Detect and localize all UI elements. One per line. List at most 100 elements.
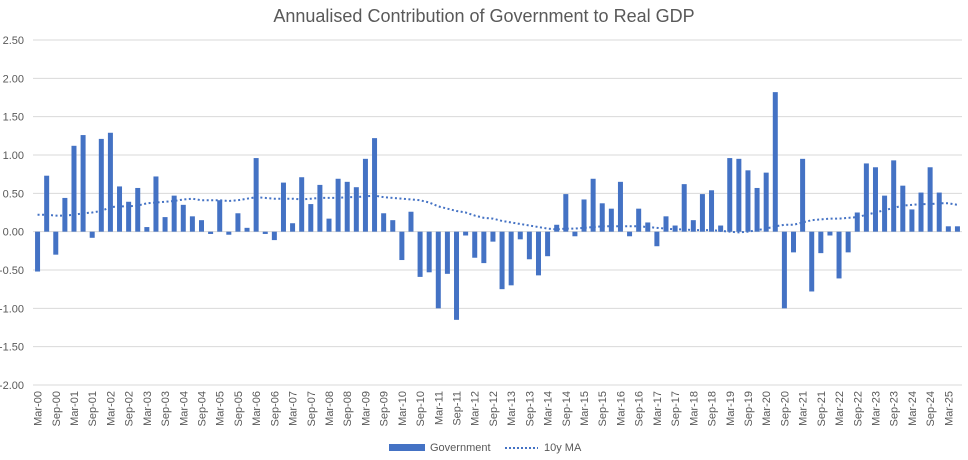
bar-government bbox=[872, 167, 878, 232]
bar-government bbox=[818, 231, 824, 254]
legend: Government 10y MA bbox=[389, 442, 582, 454]
bar-government bbox=[608, 208, 614, 232]
bar-government bbox=[135, 187, 141, 232]
bar-government bbox=[53, 231, 59, 255]
bar-government bbox=[244, 227, 250, 232]
bar-government bbox=[198, 220, 204, 232]
bar-government bbox=[754, 187, 760, 232]
bar-government bbox=[171, 195, 177, 232]
bar-government bbox=[208, 231, 214, 234]
gridlines bbox=[33, 39, 962, 386]
bar-government bbox=[290, 223, 296, 232]
bar-government bbox=[71, 145, 77, 232]
x-tick-label: Mar-16 bbox=[615, 391, 627, 426]
bar-government bbox=[107, 132, 113, 232]
legend-government-label: Government bbox=[430, 442, 491, 454]
x-tick-label: Mar-18 bbox=[688, 391, 700, 426]
bar-government bbox=[144, 227, 150, 232]
x-tick-label: Mar-12 bbox=[470, 391, 482, 426]
bar-government bbox=[535, 231, 541, 276]
bar-government bbox=[718, 225, 724, 232]
bar-government bbox=[335, 178, 341, 232]
x-tick-label: Sep-19 bbox=[743, 391, 755, 426]
x-tick-label: Mar-17 bbox=[652, 391, 664, 426]
bar-government bbox=[490, 231, 496, 242]
ma-line bbox=[37, 194, 958, 234]
x-tick-label: Mar-05 bbox=[215, 391, 227, 426]
x-tick-label: Mar-08 bbox=[324, 391, 336, 426]
bar-government bbox=[435, 231, 441, 309]
bar-government bbox=[526, 231, 532, 260]
bar-government bbox=[508, 231, 514, 286]
x-tick-label: Sep-08 bbox=[342, 391, 354, 426]
bar-government bbox=[262, 231, 268, 234]
bar-government bbox=[463, 231, 469, 236]
bar-government bbox=[362, 158, 368, 232]
bar-government bbox=[472, 231, 478, 258]
y-tick-label: 1.50 bbox=[3, 112, 24, 124]
bar-government bbox=[936, 192, 942, 232]
bar-government bbox=[681, 184, 687, 232]
bar-government bbox=[353, 187, 359, 232]
x-tick-label: Mar-14 bbox=[543, 391, 555, 426]
x-tick-label: Sep-15 bbox=[597, 391, 609, 426]
x-tick-label: Sep-14 bbox=[561, 391, 573, 426]
bar-government bbox=[554, 224, 560, 232]
bar-government bbox=[900, 185, 906, 232]
bar-government bbox=[153, 176, 159, 232]
y-tick-label: -1.50 bbox=[0, 342, 24, 354]
x-tick-label: Sep-03 bbox=[160, 391, 172, 426]
x-tick-label: Mar-13 bbox=[506, 391, 518, 426]
x-tick-label: Mar-10 bbox=[397, 391, 409, 426]
bar-government bbox=[927, 167, 933, 232]
bar-government bbox=[909, 209, 915, 232]
bar-government bbox=[654, 231, 660, 247]
bar-government bbox=[271, 231, 277, 241]
y-tick-label: -0.50 bbox=[0, 265, 24, 277]
bar-government bbox=[117, 186, 123, 232]
x-tick-label: Mar-19 bbox=[725, 391, 737, 426]
bar-government bbox=[390, 220, 396, 232]
bar-government bbox=[636, 208, 642, 232]
x-tick-label: Mar-01 bbox=[69, 391, 81, 426]
x-tick-label: Mar-09 bbox=[360, 391, 372, 426]
x-axis: Mar-00 Sep-00 Mar-01 Sep-01 Mar-02 Sep-02 Mar-… bbox=[33, 391, 956, 426]
x-tick-label: Sep-13 bbox=[524, 391, 536, 426]
x-tick-label: Sep-22 bbox=[852, 391, 864, 426]
x-tick-label: Sep-11 bbox=[452, 391, 464, 426]
x-tick-label: Mar-22 bbox=[834, 391, 846, 426]
y-axis: 2.50 2.00 1.50 1.00 0.50 0.00 -0.50 -1.00 -1.50 -… bbox=[0, 35, 24, 392]
x-tick-label: Mar-11 bbox=[433, 391, 445, 425]
x-tick-label: Mar-24 bbox=[907, 391, 919, 426]
x-tick-label: Mar-21 bbox=[798, 391, 810, 426]
x-tick-label: Sep-12 bbox=[488, 391, 500, 426]
bar-government bbox=[918, 192, 924, 232]
x-tick-label: Sep-18 bbox=[707, 391, 719, 426]
bar-government bbox=[35, 231, 41, 272]
bar-government bbox=[417, 231, 423, 277]
legend-ma-label: 10y MA bbox=[544, 442, 582, 454]
y-tick-label: 2.50 bbox=[3, 35, 24, 47]
bar-government bbox=[727, 158, 733, 232]
bar-government bbox=[308, 204, 314, 232]
x-tick-label: Sep-07 bbox=[306, 391, 318, 426]
bar-government bbox=[745, 170, 751, 232]
bar-government bbox=[545, 231, 551, 257]
bar-government bbox=[563, 194, 569, 232]
bar-government bbox=[572, 231, 578, 237]
x-tick-label: Mar-02 bbox=[105, 391, 117, 426]
bar-government bbox=[44, 175, 50, 232]
x-tick-label: Mar-15 bbox=[579, 391, 591, 426]
x-tick-label: Sep-05 bbox=[233, 391, 245, 426]
x-tick-label: Mar-00 bbox=[33, 391, 45, 426]
bar-government bbox=[617, 181, 623, 232]
x-tick-label: Mar-06 bbox=[251, 391, 263, 426]
chart-title: Annualised Contribution of Government to… bbox=[273, 6, 694, 26]
x-tick-label: Mar-04 bbox=[178, 391, 190, 426]
bar-government bbox=[882, 195, 888, 232]
bar-government bbox=[499, 231, 505, 290]
bar-government bbox=[408, 211, 414, 232]
bar-government bbox=[481, 231, 487, 264]
y-tick-label: 1.00 bbox=[3, 150, 24, 162]
